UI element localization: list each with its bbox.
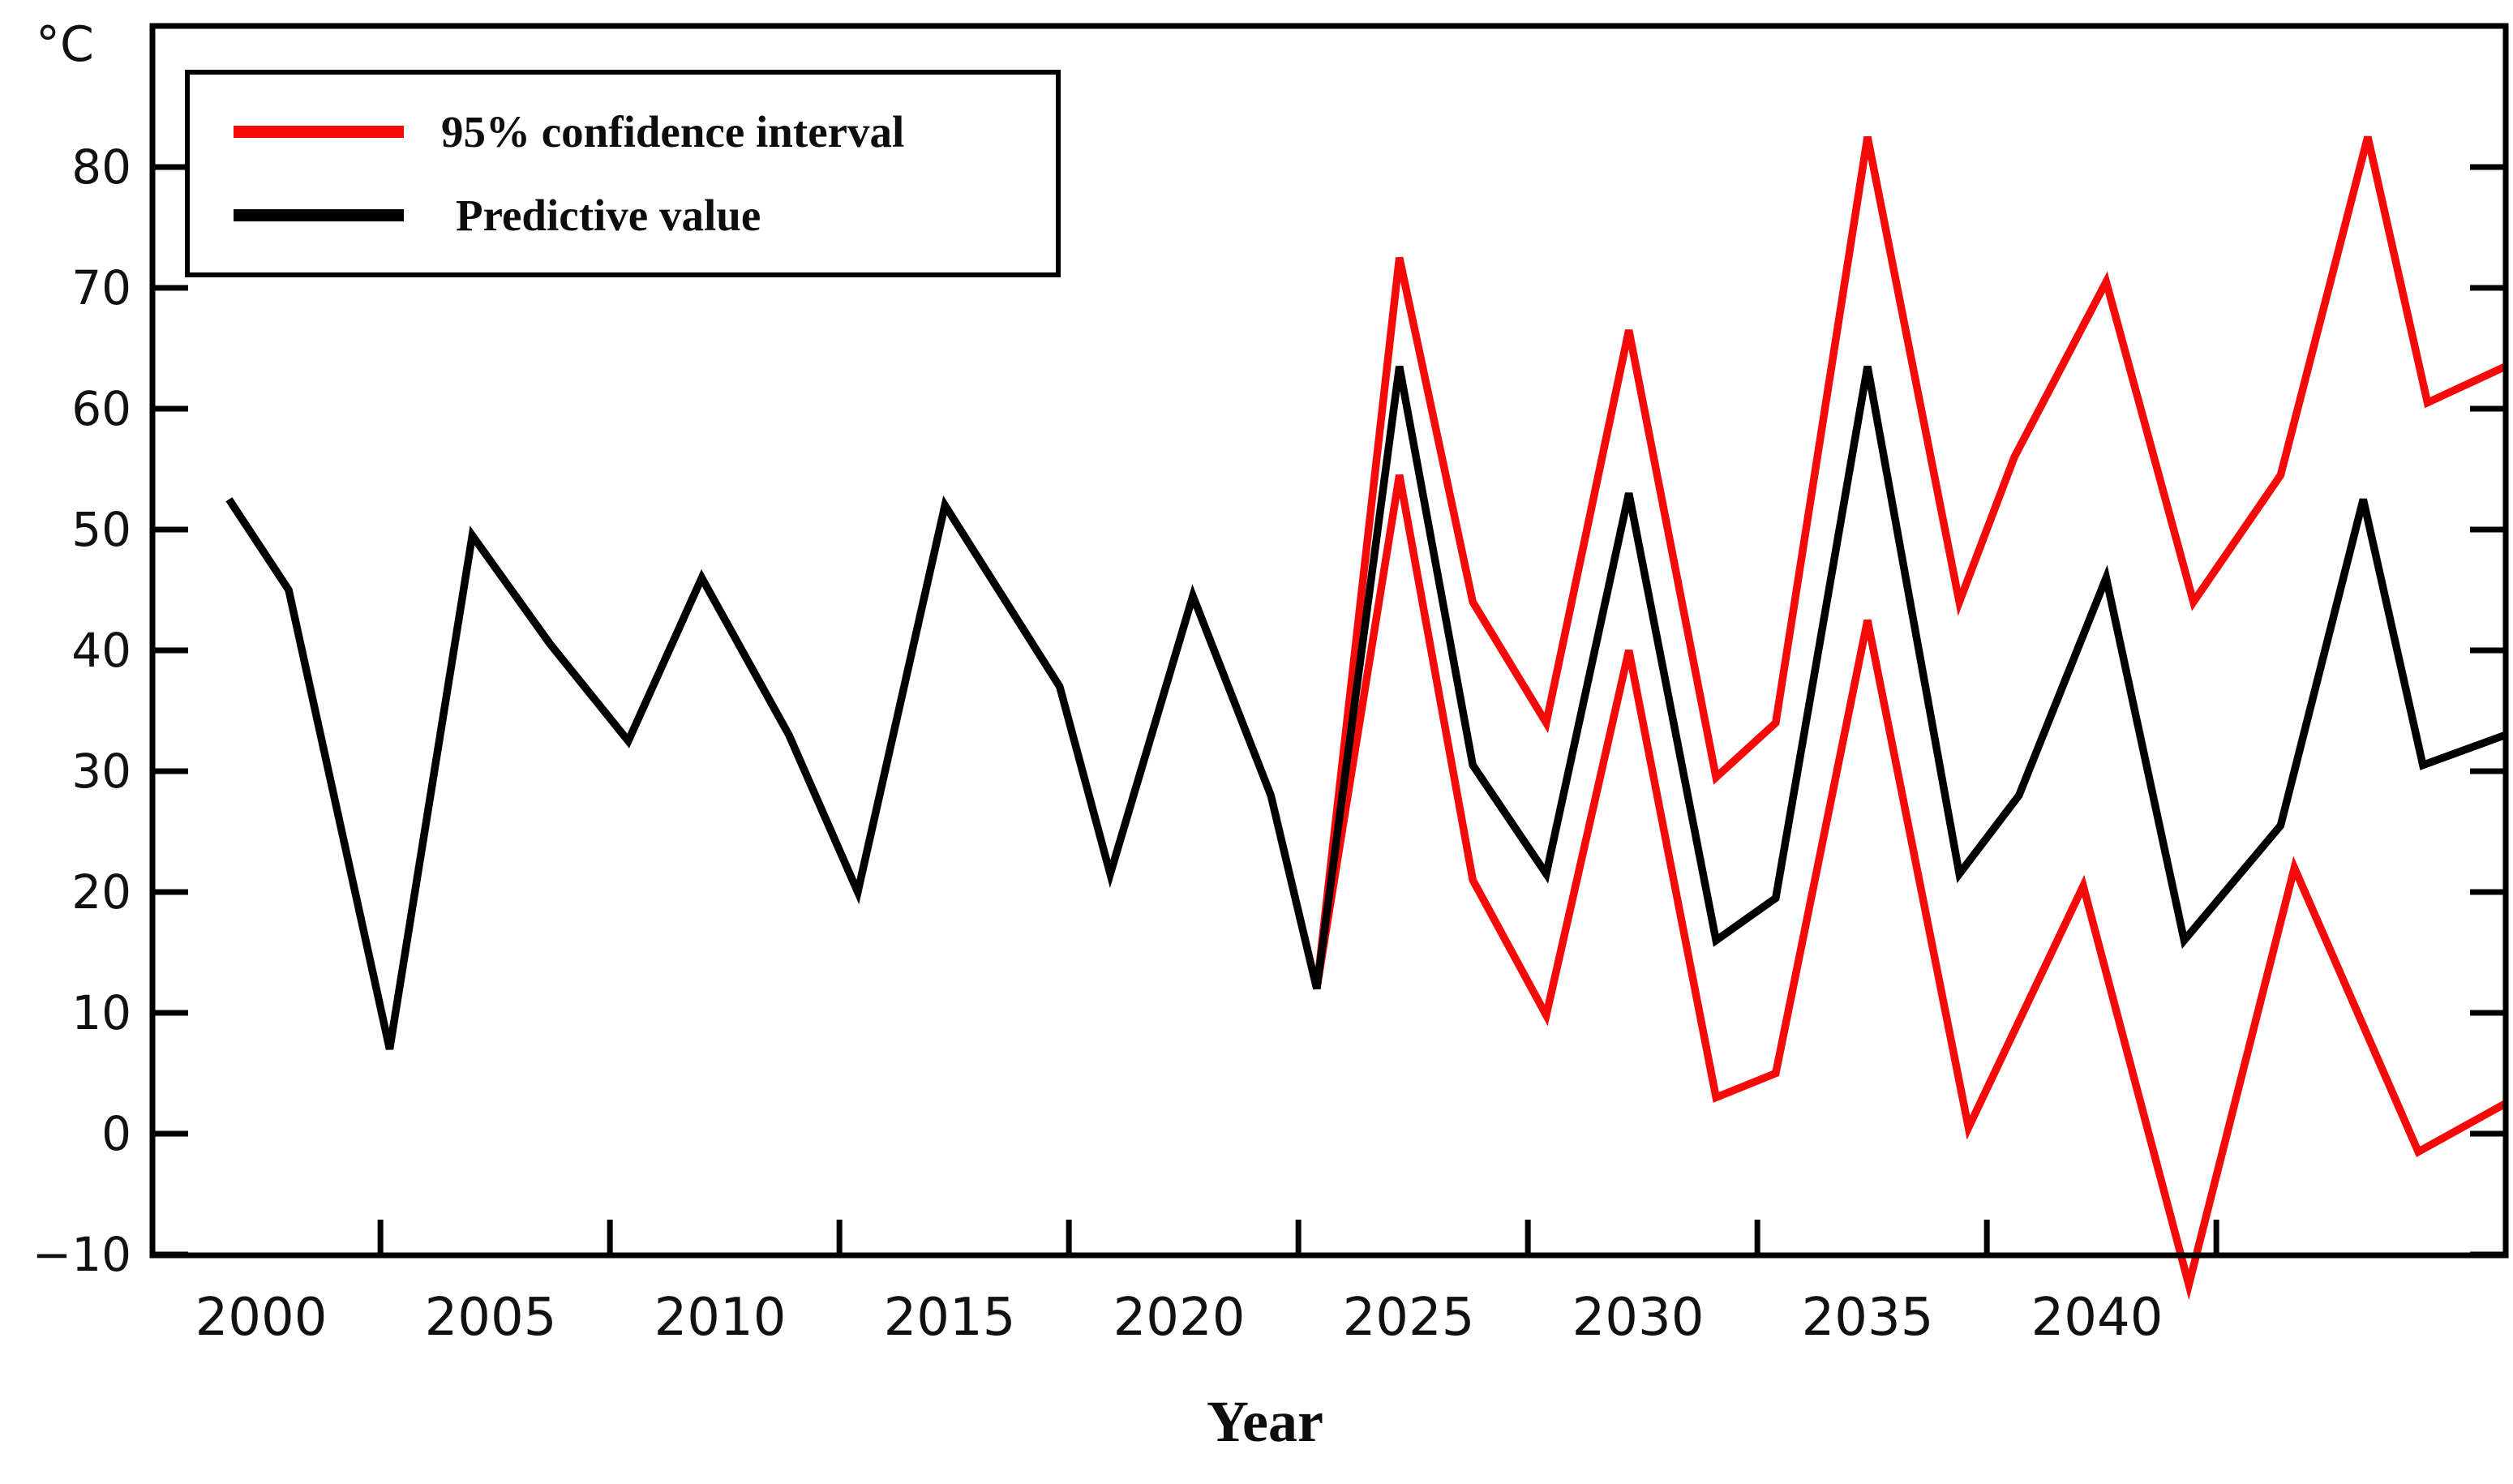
legend-item-label: 95% confidence interval bbox=[441, 107, 905, 157]
y-tick-label: 70 bbox=[71, 260, 131, 315]
x-tick-label: 2030 bbox=[1572, 1288, 1705, 1348]
y-tick-label: 60 bbox=[71, 381, 131, 436]
x-tick-label: 2020 bbox=[1113, 1288, 1246, 1348]
ci-upper-line bbox=[1313, 135, 2507, 989]
legend: 95% confidence interval Predictive value bbox=[185, 70, 1061, 277]
legend-item-label: Predictive value bbox=[456, 190, 761, 240]
plot-border bbox=[149, 23, 2509, 1259]
y-tick-label: 80 bbox=[71, 139, 131, 195]
legend-item-confidence-interval: 95% confidence interval bbox=[234, 106, 1056, 157]
y-tick-label: 10 bbox=[71, 985, 131, 1040]
predictive-line bbox=[225, 366, 2507, 1050]
y-tick-label: 50 bbox=[71, 502, 131, 557]
y-axis-ticks bbox=[152, 164, 2506, 1258]
ci-lower-line bbox=[1313, 474, 2508, 1301]
x-tick-labels: 2000 2005 2010 2015 2020 2025 2030 2035 2040 bbox=[195, 1288, 2163, 1348]
y-axis-unit-label: °C bbox=[36, 16, 94, 73]
x-tick-label: 2010 bbox=[654, 1288, 787, 1348]
x-axis-ticks bbox=[377, 1220, 2219, 1255]
y-tick-label: −10 bbox=[32, 1227, 131, 1282]
x-tick-label: 2015 bbox=[884, 1288, 1016, 1348]
x-tick-label: 2035 bbox=[1802, 1288, 1934, 1348]
x-tick-label: 2005 bbox=[425, 1288, 557, 1348]
x-axis-title: Year bbox=[1207, 1389, 1323, 1454]
predictive-value-line-swatch bbox=[234, 208, 404, 221]
x-tick-label: 2000 bbox=[195, 1288, 328, 1348]
y-tick-label: 0 bbox=[101, 1106, 131, 1161]
legend-item-predictive-value: Predictive value bbox=[234, 190, 1056, 241]
y-tick-label: 40 bbox=[71, 623, 131, 678]
x-tick-label: 2040 bbox=[2031, 1288, 2163, 1348]
y-tick-label: 20 bbox=[71, 864, 131, 920]
x-tick-label: 2025 bbox=[1343, 1288, 1475, 1348]
y-tick-labels: 80 70 60 50 40 30 20 10 0 −10 bbox=[32, 139, 131, 1282]
confidence-interval-line-swatch bbox=[234, 126, 404, 139]
y-tick-label: 30 bbox=[71, 744, 131, 799]
